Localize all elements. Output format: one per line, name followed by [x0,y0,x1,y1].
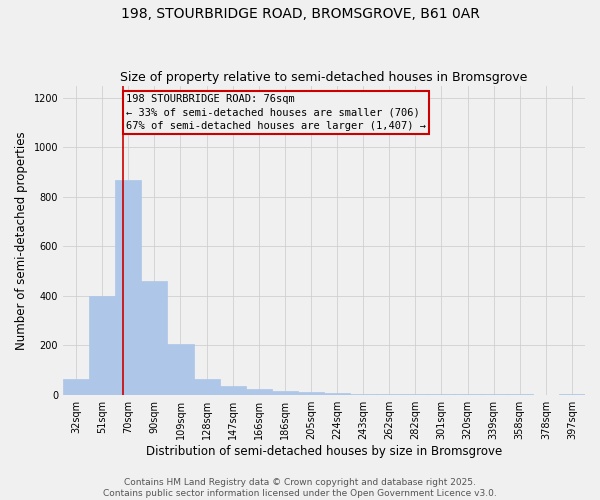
Bar [63,378,89,394]
Bar [167,344,194,395]
Bar [115,180,142,394]
Text: 198 STOURBRIDGE ROAD: 76sqm
← 33% of semi-detached houses are smaller (706)
67% : 198 STOURBRIDGE ROAD: 76sqm ← 33% of sem… [126,94,426,130]
Bar [142,281,167,394]
Bar [194,378,220,394]
X-axis label: Distribution of semi-detached houses by size in Bromsgrove: Distribution of semi-detached houses by … [146,444,502,458]
Text: Contains HM Land Registry data © Crown copyright and database right 2025.
Contai: Contains HM Land Registry data © Crown c… [103,478,497,498]
Title: Size of property relative to semi-detached houses in Bromsgrove: Size of property relative to semi-detach… [121,72,528,85]
Y-axis label: Number of semi-detached properties: Number of semi-detached properties [15,131,28,350]
Bar [89,296,115,394]
Bar [272,391,298,394]
Text: 198, STOURBRIDGE ROAD, BROMSGROVE, B61 0AR: 198, STOURBRIDGE ROAD, BROMSGROVE, B61 0… [121,8,479,22]
Bar [298,392,324,394]
Bar [324,393,350,394]
Bar [246,388,272,394]
Bar [220,386,246,394]
